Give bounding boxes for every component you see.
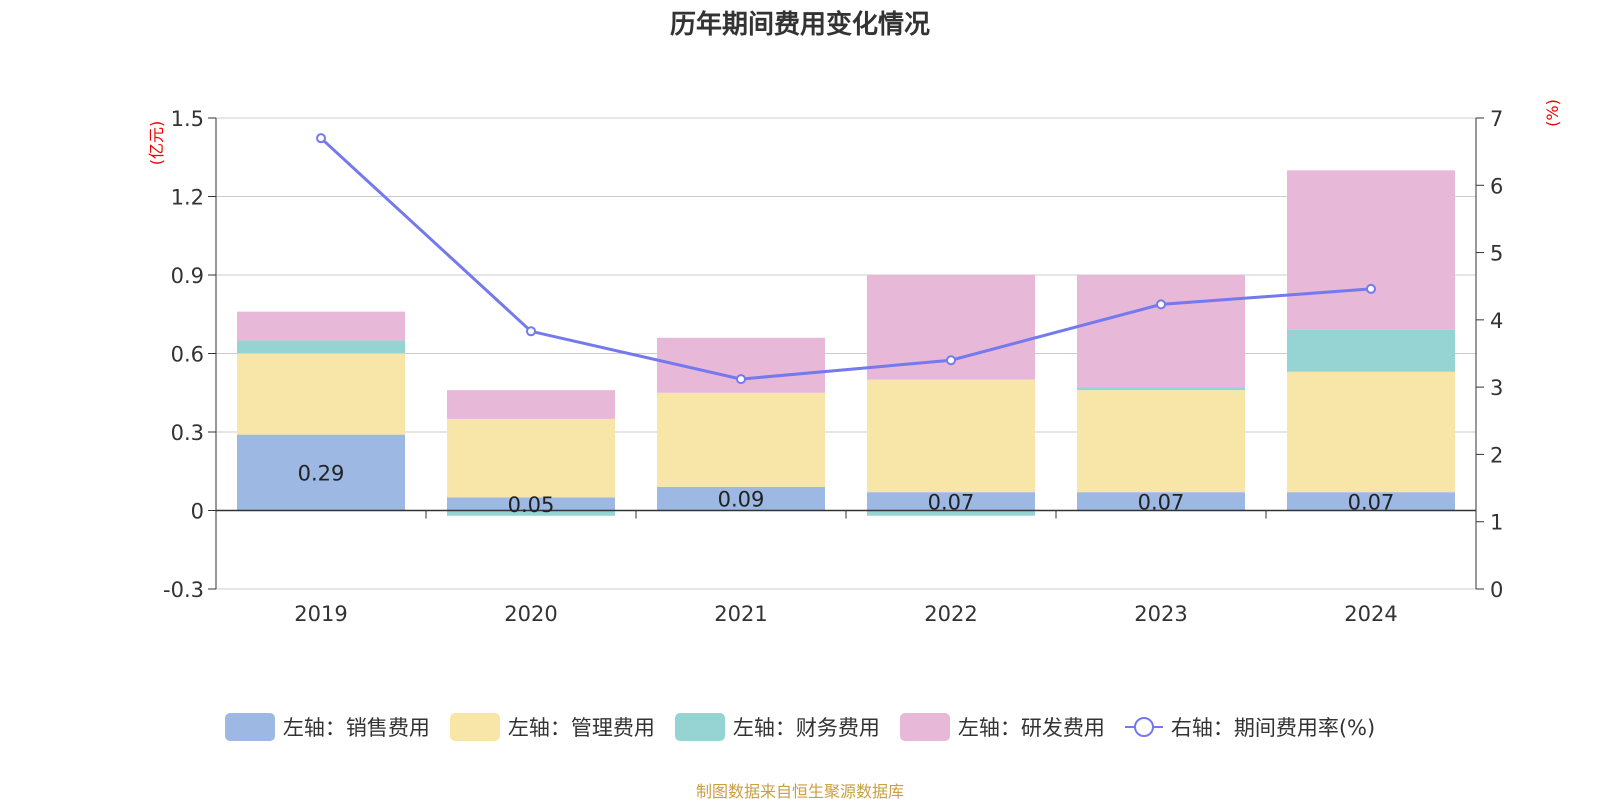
y-right-tick-label: 5 bbox=[1490, 242, 1503, 266]
legend-item-finance[interactable]: 左轴：财务费用 bbox=[674, 712, 880, 742]
bar-segment-2 bbox=[657, 392, 825, 487]
expense-rate-point bbox=[526, 326, 536, 337]
bar-segment-1 bbox=[1287, 492, 1455, 511]
expense-rate-line bbox=[319, 137, 1372, 381]
legend-label-finance: 左轴：财务费用 bbox=[732, 716, 880, 740]
data-label: 0.07 bbox=[1138, 490, 1185, 514]
bar-segment-4 bbox=[1077, 275, 1245, 388]
chart-title: 历年期间费用变化情况 bbox=[669, 10, 930, 40]
bar-segment-3 bbox=[1287, 329, 1455, 372]
bar-segment-3 bbox=[867, 510, 1035, 516]
y-right-tick-label: 0 bbox=[1490, 578, 1503, 602]
y-right-tick-label: 1 bbox=[1490, 511, 1503, 535]
x-tick-label: 2023 bbox=[1134, 602, 1187, 626]
y-left-tick-label: 0 bbox=[191, 500, 204, 524]
expense-rate-point bbox=[736, 374, 746, 385]
y-right-tick-label: 7 bbox=[1490, 107, 1503, 131]
y-left-tick-label: 0.6 bbox=[171, 343, 204, 367]
bar-segment-1 bbox=[447, 497, 615, 511]
legend-item-expense-rate[interactable]: 右轴：期间费用率(%) bbox=[1124, 712, 1376, 742]
y-left-tick-label: 1.5 bbox=[171, 107, 204, 131]
y-right-unit-label: (%) bbox=[1543, 99, 1562, 127]
bar-segment-1 bbox=[1077, 492, 1245, 511]
y-left-unit-label: (亿元) bbox=[147, 121, 166, 166]
bar-segment-4 bbox=[447, 390, 615, 419]
legend-swatch-admin bbox=[449, 713, 500, 741]
legend-swatch-sales bbox=[224, 713, 275, 741]
bar-segment-3 bbox=[1077, 387, 1245, 391]
y-right-tick-label: 3 bbox=[1490, 376, 1503, 400]
bar-segment-4 bbox=[1287, 170, 1455, 330]
source-note: 制图数据来自恒生聚源数据库 bbox=[695, 782, 904, 801]
bar-segment-3 bbox=[447, 510, 615, 516]
y-right-tick-label: 4 bbox=[1490, 309, 1503, 333]
data-label: 0.05 bbox=[508, 493, 555, 517]
y-left-tick-label: 0.3 bbox=[171, 421, 204, 445]
expense-rate-point bbox=[316, 133, 326, 144]
chart-legend: 左轴：销售费用 左轴：管理费用 左轴：财务费用 左轴：研发费用 右轴：期间费用率… bbox=[0, 712, 1600, 742]
bar-segment-3 bbox=[237, 340, 405, 354]
legend-label-sales: 左轴：销售费用 bbox=[282, 716, 430, 740]
bar-segment-2 bbox=[867, 379, 1035, 493]
y-right-tick-label: 2 bbox=[1490, 443, 1503, 467]
bar-segment-2 bbox=[237, 353, 405, 435]
legend-item-admin[interactable]: 左轴：管理费用 bbox=[449, 712, 655, 742]
bar-segment-4 bbox=[237, 311, 405, 341]
x-tick-label: 2022 bbox=[924, 602, 977, 626]
x-tick-label: 2021 bbox=[714, 602, 767, 626]
bar-segment-2 bbox=[1077, 390, 1245, 493]
legend-item-sales[interactable]: 左轴：销售费用 bbox=[224, 712, 430, 742]
legend-swatch-rnd bbox=[899, 713, 950, 741]
data-label: 0.07 bbox=[928, 490, 975, 514]
y-left-tick-label: 1.2 bbox=[171, 186, 204, 210]
expense-rate-point bbox=[946, 355, 956, 366]
expense-rate-point bbox=[1156, 299, 1166, 310]
x-tick-label: 2019 bbox=[294, 602, 347, 626]
legend-line-marker-icon bbox=[1124, 717, 1163, 737]
legend-label-rnd: 左轴：研发费用 bbox=[957, 716, 1105, 740]
legend-label-expense-rate: 右轴：期间费用率(%) bbox=[1170, 716, 1376, 740]
data-label: 0.29 bbox=[298, 462, 345, 486]
y-left-tick-label: -0.3 bbox=[163, 578, 204, 602]
y-right-tick-label: 6 bbox=[1490, 174, 1503, 198]
x-tick-label: 2024 bbox=[1344, 602, 1397, 626]
legend-swatch-finance bbox=[674, 713, 725, 741]
bar-segment-1 bbox=[867, 492, 1035, 511]
bar-segment-1 bbox=[237, 434, 405, 511]
legend-item-rnd[interactable]: 左轴：研发费用 bbox=[899, 712, 1105, 742]
y-left-tick-label: 0.9 bbox=[171, 264, 204, 288]
legend-label-admin: 左轴：管理费用 bbox=[507, 716, 655, 740]
expense-rate-point bbox=[1366, 283, 1376, 294]
data-label: 0.07 bbox=[1348, 490, 1395, 514]
x-tick-label: 2020 bbox=[504, 602, 557, 626]
data-label: 0.09 bbox=[718, 488, 765, 512]
bar-segment-2 bbox=[1287, 371, 1455, 493]
bar-segment-2 bbox=[447, 418, 615, 498]
bar-segment-1 bbox=[657, 486, 825, 511]
